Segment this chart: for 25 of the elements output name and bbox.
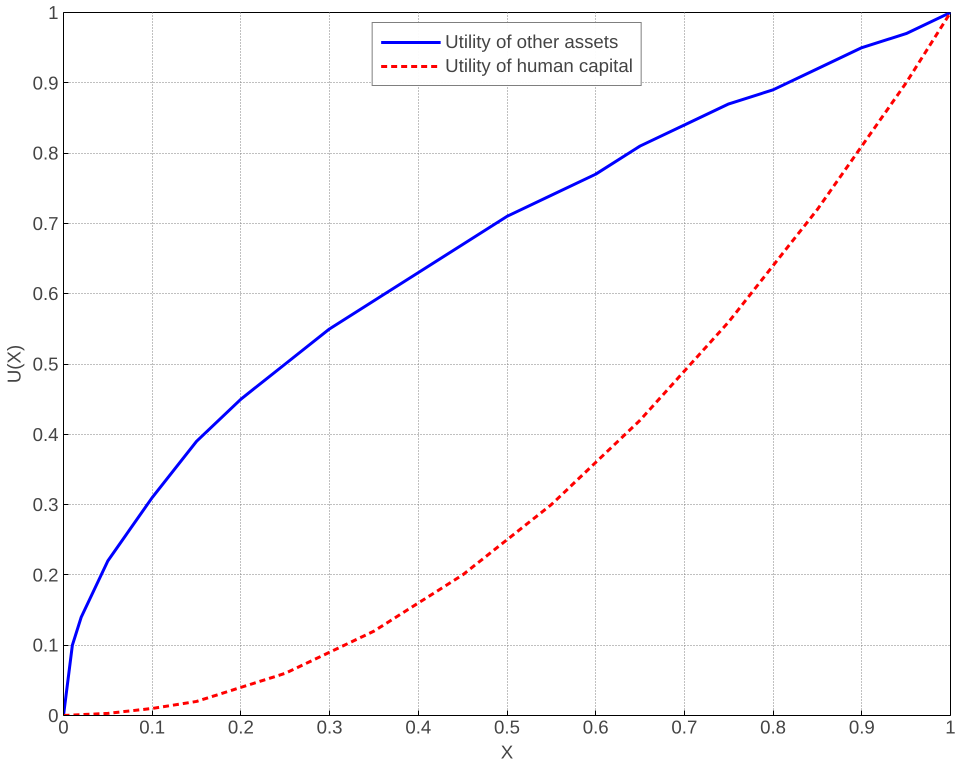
y-tick-label: 0.6: [32, 283, 59, 304]
legend-label: Utility of other assets: [445, 31, 618, 53]
x-tick-label: 0.2: [228, 716, 254, 738]
x-tick-label: 0.1: [139, 716, 166, 738]
y-tick-label: 0.3: [32, 494, 59, 516]
x-tick-label: 0.7: [671, 716, 698, 738]
line-series: [64, 12, 950, 716]
x-axis-title: X: [500, 742, 514, 762]
y-axis-title: U(X): [4, 344, 25, 384]
y-tick-label: 0.9: [32, 72, 59, 94]
x-tick-label: 0.6: [582, 716, 609, 738]
legend-label: Utility of human capital: [445, 55, 633, 77]
x-tick-label: 0.3: [316, 716, 343, 738]
x-tick-label: 0.4: [405, 716, 432, 738]
x-tick-label: 1: [945, 716, 956, 738]
y-tick-label: 0.8: [32, 142, 59, 164]
y-tick-label: 1: [48, 2, 59, 23]
x-tick-label: 0.5: [494, 716, 520, 738]
y-tick-label: 0.2: [32, 564, 59, 586]
y-tick-label: 0.7: [32, 212, 59, 234]
x-tick-label: 0.9: [848, 716, 875, 738]
y-tick-label: 0.5: [32, 354, 59, 374]
x-tick-label: 0.8: [760, 716, 786, 738]
y-tick-label: 0.4: [32, 424, 59, 445]
y-tick-label: 0.1: [32, 634, 59, 656]
